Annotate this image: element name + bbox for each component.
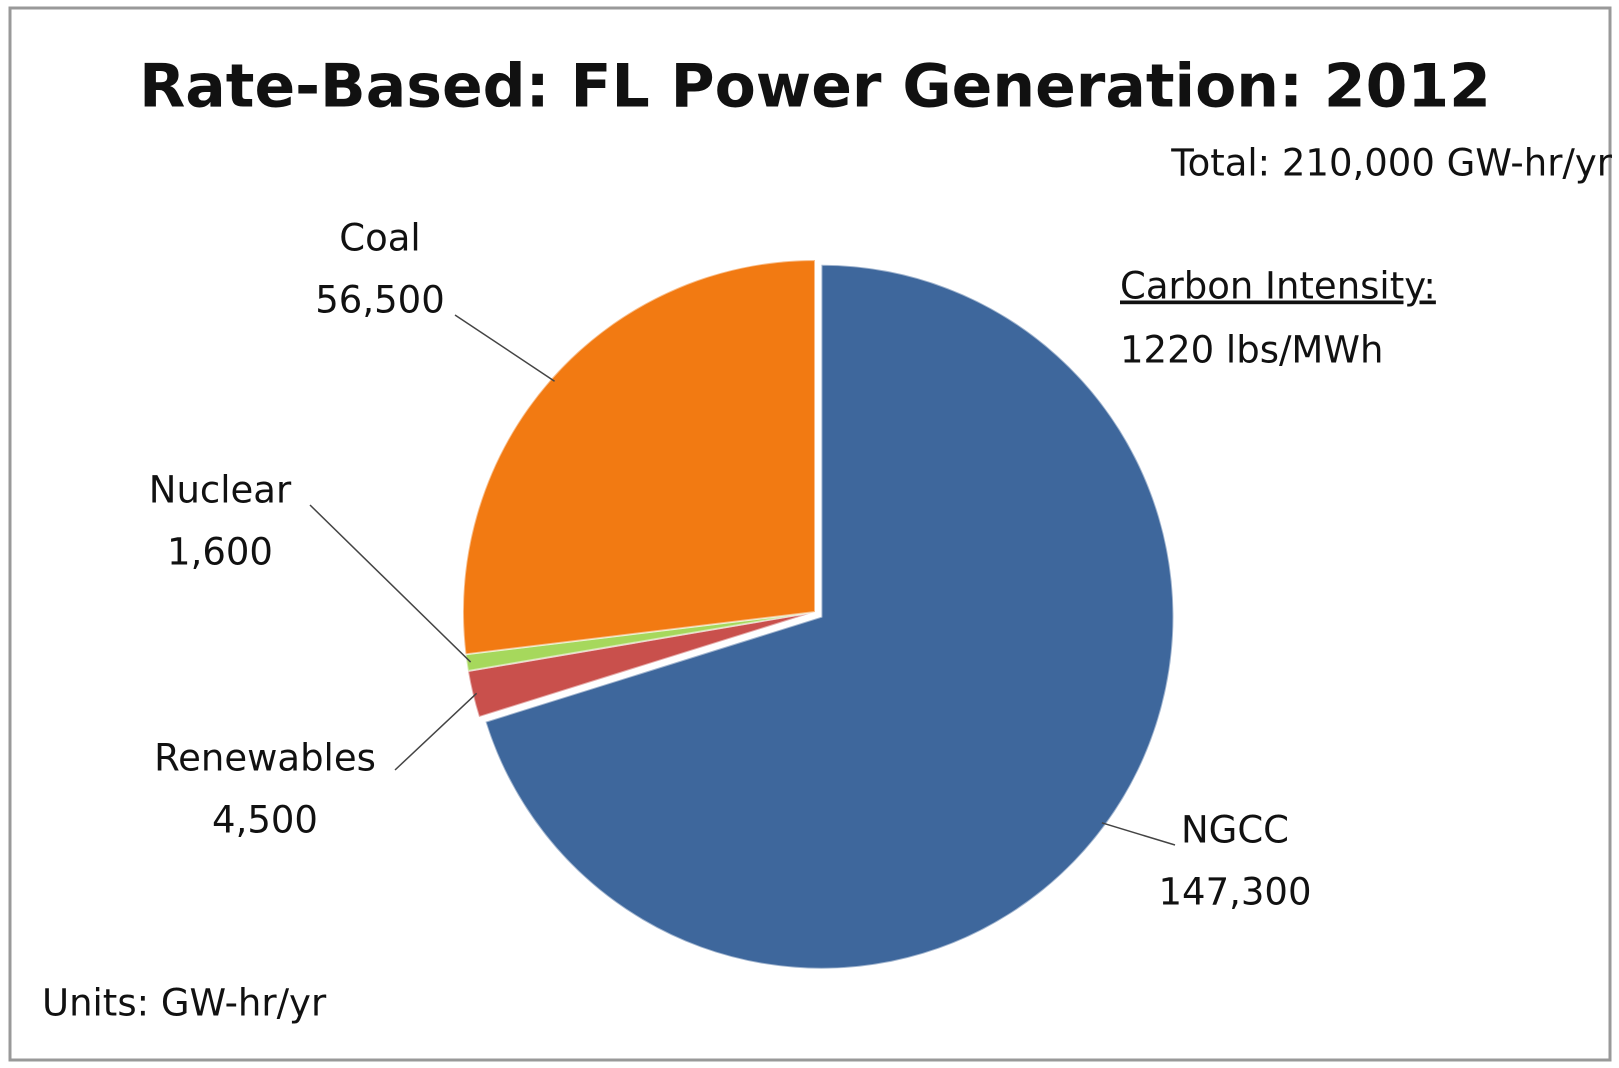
leader-line — [394, 692, 478, 771]
slice-label: Nuclear — [149, 469, 292, 512]
slice-value: 56,500 — [315, 279, 444, 322]
intensity-heading: Carbon Intensity: — [1120, 265, 1436, 308]
slice-value: 1,600 — [167, 531, 273, 574]
total-note: Total: 210,000 GW-hr/yr — [1170, 142, 1613, 185]
leader-line — [309, 504, 472, 663]
slice-label: NGCC — [1181, 809, 1289, 852]
slice-value: 4,500 — [212, 799, 318, 842]
slice-label: Coal — [339, 217, 420, 260]
intensity-value: 1220 lbs/MWh — [1120, 329, 1383, 372]
pie-slice — [484, 263, 1175, 970]
leader-line — [1101, 822, 1176, 846]
chart-title: Rate-Based: FL Power Generation: 2012 — [139, 52, 1491, 122]
slice-value: 147,300 — [1158, 871, 1311, 914]
slice-label: Renewables — [154, 737, 376, 780]
leader-line — [454, 314, 555, 382]
units-note: Units: GW-hr/yr — [42, 982, 327, 1025]
